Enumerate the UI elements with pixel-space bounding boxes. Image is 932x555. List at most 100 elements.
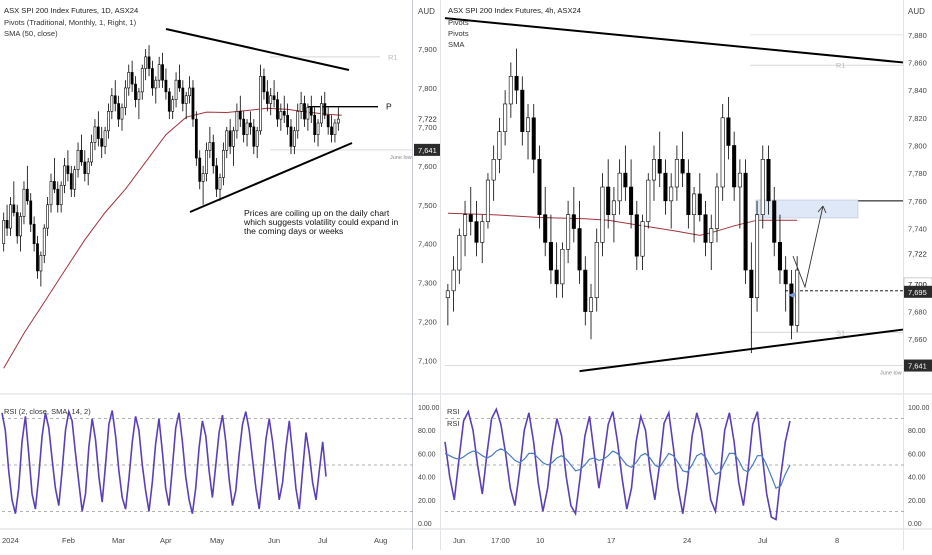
daily-annotation-line-1: Prices are coiling up on the daily chart bbox=[244, 208, 390, 218]
4h-chart-title: ASX SPI 200 Index Futures, 4h, ASX24 bbox=[448, 6, 581, 15]
daily-rsi-line bbox=[1, 408, 327, 514]
daily-candle-body bbox=[83, 161, 87, 174]
daily-candle-body bbox=[164, 79, 168, 93]
4h-candle-body bbox=[485, 179, 490, 222]
4h-rsi-y-tick: 100.00 bbox=[908, 405, 930, 412]
daily-candle-body bbox=[93, 126, 97, 143]
4h-candle-body bbox=[737, 172, 742, 188]
daily-candle-body bbox=[282, 111, 286, 116]
4h-x-tick: 17 bbox=[607, 536, 615, 545]
daily-candle-body bbox=[289, 126, 293, 147]
4h-rsi-panel: 0.00 20.00 40.00 60.00 80.00 100.00 RSI RSI bbox=[444, 405, 930, 528]
daily-triangle-trendlines bbox=[165, 28, 353, 213]
daily-candle-body bbox=[336, 118, 340, 124]
4h-candle-body bbox=[640, 221, 645, 257]
4h-candle-body bbox=[611, 200, 616, 215]
daily-y-tick: 7,500 bbox=[418, 201, 437, 210]
daily-y-tick: 7,100 bbox=[418, 356, 437, 365]
daily-candles[interactable] bbox=[2, 45, 340, 287]
daily-rsi-y-tick: 20.00 bbox=[418, 498, 436, 505]
daily-indicator-label: Pivots (Traditional, Monthly, 1, Right, … bbox=[4, 18, 137, 27]
daily-indicator-label: SMA (50, close) bbox=[4, 29, 58, 38]
daily-candle-body bbox=[117, 103, 120, 120]
daily-candle-body bbox=[238, 111, 242, 120]
4h-candle-body bbox=[606, 186, 611, 215]
4h-legend: ASX SPI 200 Index Futures, 4h, ASX24 Pivo… bbox=[448, 6, 581, 49]
daily-candle-body bbox=[313, 114, 317, 135]
daily-candle-body bbox=[286, 114, 289, 128]
daily-candle-body bbox=[272, 95, 276, 100]
4h-candle-body bbox=[789, 283, 794, 326]
daily-candle-body bbox=[208, 142, 212, 151]
daily-chart-panel[interactable]: 7,100 7,200 7,300 7,400 7,500 7,600 7,700 7,800… bbox=[1, 6, 440, 545]
4h-candle-body bbox=[497, 131, 502, 160]
4h-candle-body bbox=[468, 214, 473, 222]
daily-price-badge: 7,722 bbox=[418, 114, 437, 123]
daily-candle-body bbox=[174, 79, 178, 100]
4h-candles[interactable] bbox=[445, 48, 800, 354]
daily-candle-body bbox=[262, 75, 266, 93]
daily-candle-body bbox=[53, 181, 56, 190]
4h-upper-trendline bbox=[444, 17, 904, 64]
4h-x-tick: Jun bbox=[453, 536, 465, 545]
4h-candle-body bbox=[760, 159, 765, 215]
4h-candle-body bbox=[703, 214, 708, 243]
4h-candle-body bbox=[463, 214, 468, 236]
daily-candle-body bbox=[2, 220, 6, 244]
daily-candle-body bbox=[90, 142, 93, 163]
daily-june-low-label: June low bbox=[390, 155, 412, 161]
daily-candle-body bbox=[194, 118, 198, 159]
4h-june-low-badge-bg bbox=[904, 359, 932, 372]
daily-candle-body bbox=[12, 204, 16, 213]
daily-chart-title: ASX SPI 200 Index Futures, 1D, ASX24 bbox=[4, 6, 138, 15]
daily-candle-body bbox=[144, 56, 148, 69]
daily-candle-body bbox=[140, 68, 144, 93]
daily-candle-body bbox=[32, 223, 36, 244]
daily-candle-body bbox=[22, 188, 26, 217]
4h-y-tick: 7,740 bbox=[908, 225, 927, 234]
4h-candle-body bbox=[531, 117, 536, 160]
4h-entry-badge: 7,700 bbox=[908, 280, 927, 289]
daily-candle-body bbox=[218, 177, 222, 190]
daily-candle-body bbox=[232, 130, 235, 147]
daily-candle-body bbox=[5, 220, 9, 229]
daily-candle-body bbox=[66, 165, 70, 174]
daily-candle-body bbox=[49, 181, 53, 206]
4h-candle-body bbox=[697, 193, 702, 215]
4h-june-low-badge: 7,641 bbox=[908, 362, 927, 371]
daily-candle-body bbox=[110, 95, 114, 112]
daily-candle-body bbox=[15, 212, 19, 237]
4h-candle-body bbox=[714, 186, 719, 229]
4h-y-tick: 7,800 bbox=[908, 141, 927, 150]
daily-candle-body bbox=[323, 103, 327, 116]
4h-candle-body bbox=[543, 214, 548, 243]
4h-y-tick: 7,680 bbox=[908, 308, 927, 317]
4h-candle-body bbox=[651, 159, 657, 181]
daily-candle-body bbox=[120, 107, 124, 120]
daily-candle-body bbox=[123, 87, 127, 108]
daily-candle-body bbox=[59, 184, 63, 206]
4h-rsi-y-tick: 0.00 bbox=[908, 521, 922, 528]
daily-candle-body bbox=[86, 161, 90, 174]
4h-r1-label: R1 bbox=[836, 61, 846, 70]
4h-candle-body bbox=[520, 89, 525, 132]
4h-candle-body bbox=[508, 75, 513, 105]
4h-indicator-label: Pivots bbox=[448, 29, 469, 38]
4h-candle-body bbox=[503, 103, 508, 132]
daily-candle-body bbox=[151, 68, 154, 89]
4h-candle-body bbox=[600, 186, 605, 243]
4h-chart-panel[interactable]: 7,6407,6607,6807,7007,7207,7407,7607,780… bbox=[444, 6, 932, 545]
4h-candle-body bbox=[548, 242, 553, 271]
daily-r1-label: R1 bbox=[388, 53, 398, 62]
4h-candle-body bbox=[566, 214, 571, 250]
4h-arrow-head-up bbox=[817, 205, 827, 214]
daily-candle-body bbox=[320, 103, 323, 124]
4h-price-badge-bg bbox=[904, 247, 932, 260]
daily-candle-body bbox=[269, 95, 273, 104]
daily-rsi-y-tick: 40.00 bbox=[418, 475, 436, 482]
daily-candle-body bbox=[154, 79, 158, 89]
daily-candle-body bbox=[228, 130, 232, 147]
4h-candle-body bbox=[646, 179, 651, 222]
